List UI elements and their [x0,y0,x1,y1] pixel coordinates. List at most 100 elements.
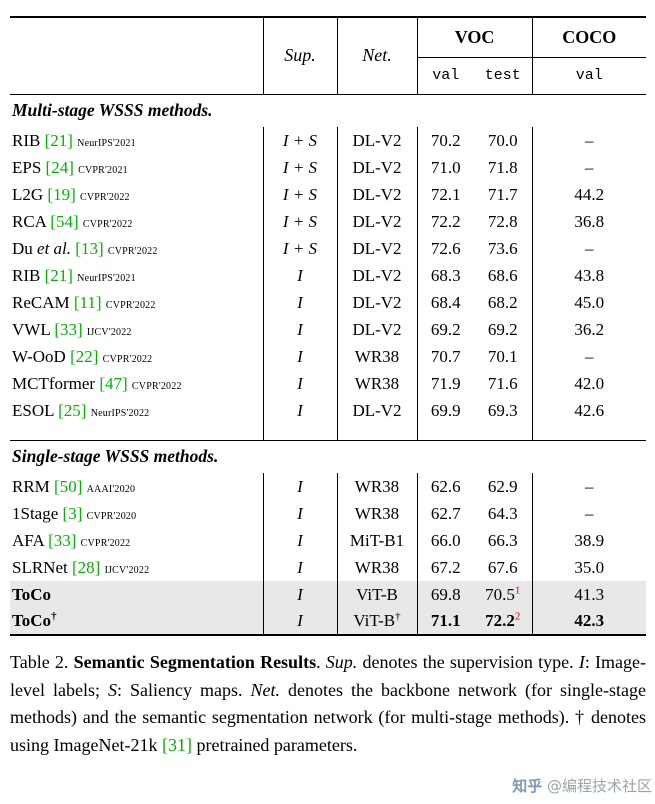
method-cell: RIB [21] NeurIPS'2021 [10,127,264,154]
network-cell: DL-V2 [337,316,418,343]
method-name: Du [12,238,38,258]
rank-superscript: 2 [514,610,521,623]
citation-link[interactable]: [24] [45,157,74,177]
method-cell: RRM [50] AAAI'2020 [10,473,264,500]
coco-val-cell: 42.6 [574,400,605,420]
citation-link[interactable]: [21] [44,130,73,150]
network-cell: WR38 [337,370,418,397]
voc-test-cell: 67.6 [474,554,533,581]
citation-link[interactable]: [33] [48,530,77,550]
method-name: ToCo [12,611,52,630]
citation-link[interactable]: [3] [62,503,83,523]
voc-val-cell: 68.3 [430,265,461,285]
voc-test-cell: 72.8 [474,208,533,235]
network-cell: DL-V2 [337,127,418,154]
citation-link[interactable]: [22] [70,346,99,366]
method-cell: EPS [24] CVPR'2021 [10,154,264,181]
method-name: RIB [12,265,41,285]
voc-val-cell: 71.9 [430,373,461,393]
voc-val-cell: 72.6 [430,238,461,258]
supervision-cell: I [263,473,338,500]
method-name: RRM [12,476,50,496]
supervision-cell: I [263,608,338,635]
coco-val-cell: 43.8 [574,265,605,285]
voc-test-cell: 68.6 [474,262,533,289]
citation-link[interactable]: [31] [161,734,192,755]
supervision-cell: I + S [263,181,338,208]
voc-val-cell: 66.0 [430,530,461,550]
section-spacer-row [10,424,646,440]
supervision-cell: I + S [263,208,338,235]
method-cell: RCA [54] CVPR'2022 [10,208,264,235]
table-row: MCTformer [47] CVPR'2022 I WR38 71.9 71.6 42.… [10,370,646,397]
net-abbreviation: Net. [250,679,281,700]
voc-val-cell: 72.1 [430,184,461,204]
voc-test-cell: 73.6 [474,235,533,262]
watermark: 知乎 @编程技术社区 [512,775,652,796]
method-name: EPS [12,157,42,177]
caption-text: denotes the supervision type. [357,652,579,672]
rank-superscript: 1 [514,583,521,596]
venue-label: NeurIPS'2021 [77,272,136,284]
venue-label: AAAI'2020 [86,483,136,495]
method-name: VWL [12,319,51,339]
method-cell: RIB [21] NeurIPS'2021 [10,262,264,289]
table-row: Du et al. [13] CVPR'2022 I + S DL-V2 72.6 73… [10,235,646,262]
voc-val-cell: 70.7 [430,346,461,366]
voc-test-cell: 69.3 [474,397,533,424]
col-header-coco-val: val [575,67,603,84]
venue-label: IJCV'2022 [104,564,150,576]
citation-link[interactable]: [19] [47,184,76,204]
venue-label: CVPR'2022 [82,218,133,230]
network-cell: DL-V2 [337,262,418,289]
citation-link[interactable]: [21] [44,265,73,285]
table-row: EPS [24] CVPR'2021 I + S DL-V2 71.0 71.8– [10,154,646,181]
method-cell: ReCAM [11] CVPR'2022 [10,289,264,316]
citation-link[interactable]: [28] [71,557,101,577]
citation-link[interactable]: [47] [99,373,128,393]
citation-link[interactable]: [50] [54,476,83,496]
venue-label: CVPR'2020 [86,510,137,522]
method-cell: W-OoD [22] CVPR'2022 [10,343,264,370]
network-cell: MiT-B1 [337,527,418,554]
supervision-cell: I [263,527,338,554]
network-cell: WR38 [337,500,418,527]
network-cell: DL-V2 [337,397,418,424]
venue-label: CVPR'2021 [78,164,128,176]
citation-link[interactable]: [33] [54,319,83,339]
network-cell: ViT-B† [337,608,418,635]
table-row: L2G [19] CVPR'2022 I + S DL-V2 72.1 71.7 44.2 [10,181,646,208]
voc-test-cell: 62.9 [474,473,533,500]
method-cell: Du et al. [13] CVPR'2022 [10,235,264,262]
method-cell: ToCo† [10,608,264,635]
supervision-cell: I [263,262,338,289]
coco-val-cell: – [585,476,594,496]
caption-title: Semantic Segmentation Results [73,652,317,672]
dagger-mark: † [395,610,401,623]
voc-test-cell: 66.3 [474,527,533,554]
supervision-cell: I [263,554,338,581]
table-caption: Table 2. Semantic Segmentation Results. … [10,649,646,759]
voc-val-cell: 62.6 [430,476,461,496]
citation-link[interactable]: [25] [58,400,87,420]
method-name: RIB [12,130,41,150]
citation-link[interactable]: [11] [73,292,102,312]
coco-val-cell: – [585,346,594,366]
method-cell: MCTformer [47] CVPR'2022 [10,370,264,397]
venue-label: CVPR'2022 [80,537,131,549]
coco-val-cell: 35.0 [574,557,605,577]
venue-label: CVPR'2022 [102,353,153,365]
network-cell: WR38 [337,554,418,581]
zhihu-logo: 知乎 [512,777,543,795]
voc-test-cell: 64.3 [474,500,533,527]
spacer-cell [417,424,474,440]
supervision-cell: I [263,289,338,316]
method-name-suffix: et al. [37,238,72,258]
citation-link[interactable]: [13] [75,238,104,258]
voc-test-cell: 69.2 [474,316,533,343]
section-title: Multi-stage WSSS methods. [10,93,647,127]
spacer-cell [337,424,418,440]
table-row: RIB [21] NeurIPS'2021 I + S DL-V2 70.2 70.0– [10,127,646,154]
citation-link[interactable]: [54] [50,211,79,231]
